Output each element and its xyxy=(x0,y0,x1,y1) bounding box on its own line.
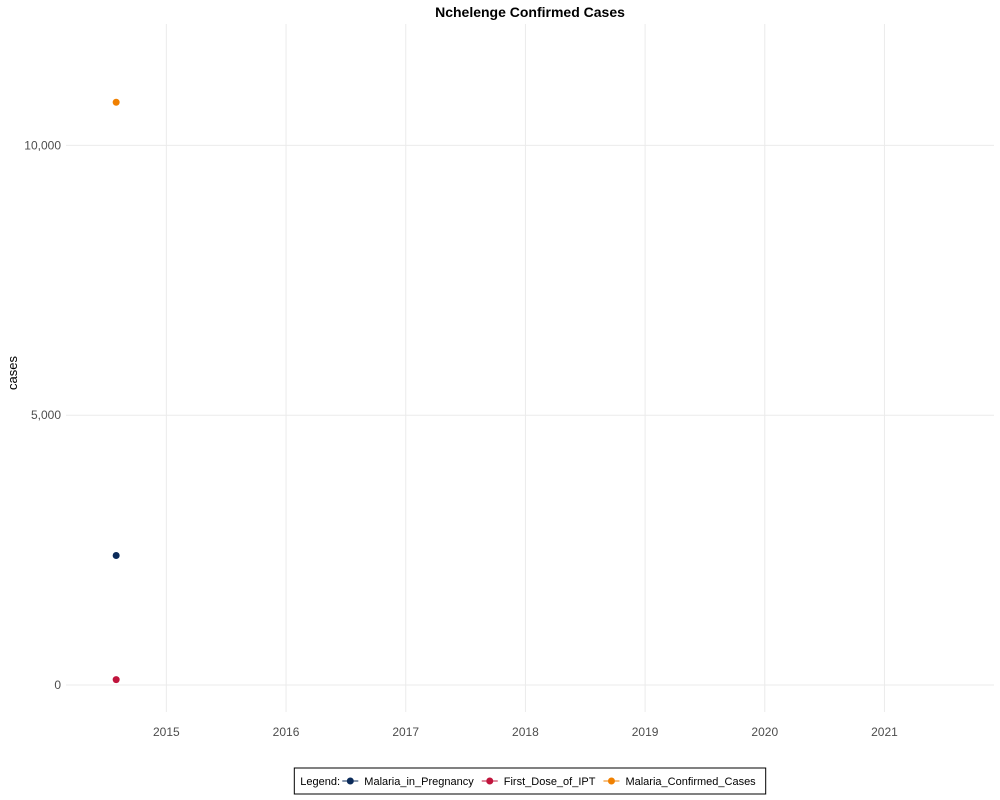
y-tick-label: 0 xyxy=(54,678,61,692)
data-points xyxy=(112,98,120,684)
legend-item: First_Dose_of_IPT xyxy=(481,776,596,788)
legend-label: First_Dose_of_IPT xyxy=(504,776,596,788)
x-axis-ticks: 2015 2016 2017 2018 2019 2020 2021 xyxy=(153,725,898,739)
grid xyxy=(66,24,994,712)
legend-items: Malaria_in_Pregnancy First_Dose_of_IPT Mal… xyxy=(342,776,756,788)
x-tick-label: 2021 xyxy=(871,725,898,739)
y-tick-label: 10,000 xyxy=(24,138,61,152)
x-tick-label: 2020 xyxy=(751,725,778,739)
y-axis-ticks: 0 5,000 10,000 xyxy=(24,138,61,692)
legend-point-key xyxy=(607,777,615,785)
chart-title: Nchelenge Confirmed Cases xyxy=(435,4,625,20)
legend-point-key xyxy=(486,777,494,785)
x-tick-label: 2018 xyxy=(512,725,539,739)
legend-item: Malaria_in_Pregnancy xyxy=(342,776,474,788)
data-point-malaria-in-pregnancy xyxy=(112,552,120,560)
y-axis-title: cases xyxy=(5,356,20,390)
x-tick-label: 2016 xyxy=(273,725,300,739)
legend-label: Malaria_in_Pregnancy xyxy=(364,776,474,788)
data-point-first-dose-of-ipt xyxy=(112,676,120,684)
x-tick-label: 2019 xyxy=(632,725,659,739)
legend-item: Malaria_Confirmed_Cases xyxy=(603,776,756,788)
legend-box xyxy=(293,767,767,795)
legend-title: Legend: xyxy=(300,776,340,788)
x-tick-label: 2015 xyxy=(153,725,180,739)
legend: Legend: Malaria_in_Pregnancy First_Dose_o… xyxy=(293,767,767,795)
x-tick-label: 2017 xyxy=(392,725,419,739)
y-tick-label: 5,000 xyxy=(31,408,61,422)
legend-point-key xyxy=(346,777,354,785)
data-point-malaria-confirmed-cases xyxy=(112,98,120,106)
legend-label: Malaria_Confirmed_Cases xyxy=(625,776,756,788)
